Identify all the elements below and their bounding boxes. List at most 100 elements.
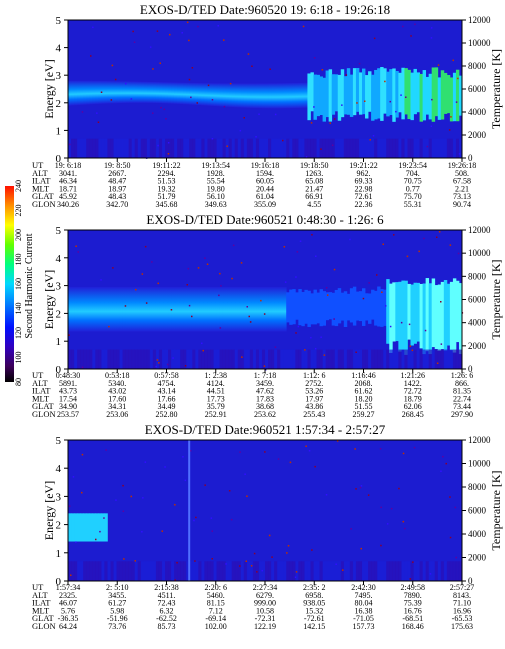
spectrogram-column (286, 561, 290, 581)
spectrogram-column (280, 286, 284, 332)
spectrogram-column (95, 561, 99, 581)
spectrogram-column (92, 349, 96, 369)
colorbar-tick-label: 140 (14, 303, 23, 315)
noise-pixel (296, 251, 299, 253)
spectrogram-column (374, 138, 378, 158)
spectrogram-column (377, 68, 381, 119)
ephemeris-cell: 355.09 (254, 200, 276, 209)
spectrogram-column (304, 289, 308, 324)
spectrogram-column (258, 561, 263, 581)
spectrogram-column (98, 561, 102, 581)
spectrogram-column (231, 349, 236, 369)
spectrogram-column (122, 349, 126, 369)
spectrogram-column (410, 349, 414, 369)
spectrogram-column (201, 286, 205, 332)
spectrogram-column (216, 83, 220, 107)
noise-pixel (398, 487, 400, 490)
spectrogram-column (146, 81, 151, 103)
spectrogram-column (380, 349, 384, 369)
spectrogram-column (228, 83, 233, 107)
noise-pixel (440, 301, 442, 303)
spectrogram-column (271, 561, 275, 581)
colorbar-ticks: 80 100 120 140 160 180 200 220 240 (14, 180, 23, 386)
spectrogram-column (343, 561, 348, 581)
ephemeris-cell: 73.76 (108, 622, 126, 631)
ephemeris-cell: 66.91 (305, 192, 323, 201)
spectrogram-column (404, 68, 408, 115)
spectrogram-column (189, 349, 193, 369)
spectrogram-column (352, 561, 357, 581)
noise-pixel (380, 506, 382, 509)
ephemeris-cell: 1:16:46 (351, 371, 375, 380)
noise-pixel (207, 84, 210, 87)
spectrogram-column (458, 75, 463, 116)
ephemeris-cell: 349.63 (205, 200, 227, 209)
noise-pixel (359, 486, 362, 489)
spectrogram-column (192, 349, 196, 369)
spectrogram-column (107, 561, 111, 581)
y-tick-label: 0 (56, 153, 62, 165)
spectrogram-column (234, 286, 239, 332)
ephemeris-cell: 17.83 (256, 394, 274, 403)
spectrogram-column (304, 561, 308, 581)
ephemeris-cell: 22.98 (355, 184, 373, 193)
spectrogram-column (343, 291, 348, 328)
ephemeris-cell: 51.79 (158, 192, 176, 201)
spectrogram-column (216, 286, 220, 332)
noise-pixel (188, 304, 191, 307)
spectrogram-column (231, 561, 236, 581)
ephemeris-cell: 268.45 (402, 410, 424, 419)
spectrogram-column (361, 349, 366, 369)
spectrogram-background (68, 440, 462, 581)
spectrogram-column (271, 286, 275, 332)
spectrogram-column (440, 138, 445, 158)
noise-pixel (314, 465, 316, 468)
noise-pixel (274, 346, 277, 348)
spectrogram-column (325, 292, 330, 321)
noise-pixel (355, 351, 357, 353)
spectrogram-column (277, 286, 281, 332)
spectrogram-column (210, 561, 214, 581)
spectrogram-column (95, 286, 99, 332)
y2-axis-label: Temperature [K] (489, 49, 503, 129)
noise-pixel (226, 145, 228, 147)
spectrogram-column (310, 72, 314, 112)
ephemeris-cell: 47.62 (256, 387, 274, 396)
spectrogram-column (386, 561, 390, 581)
noise-pixel (92, 26, 94, 29)
noise-pixel (400, 321, 403, 324)
spectrogram-column (240, 138, 245, 158)
spectrogram-column (71, 349, 75, 369)
ephemeris-cell: 175.63 (451, 622, 473, 631)
spectrogram-column (331, 138, 336, 158)
ephemeris-cell: 61.04 (256, 192, 274, 201)
noise-pixel (130, 98, 133, 100)
noise-pixel (169, 33, 171, 36)
spectrogram-column (158, 561, 163, 581)
spectrogram-column (292, 561, 296, 581)
spectrogram-column (434, 67, 439, 117)
ephemeris-row-label: GLON (32, 621, 56, 631)
noise-pixel (333, 268, 336, 271)
spectrogram-column (155, 82, 160, 104)
noise-pixel (246, 495, 248, 497)
noise-pixel (141, 273, 144, 275)
spectrogram-column (268, 561, 272, 581)
spectrogram-column (380, 67, 384, 121)
spectrogram-column (419, 561, 423, 581)
y-tick-label: 0 (56, 364, 62, 376)
noise-pixel (211, 99, 214, 101)
spectrogram-column (77, 286, 81, 332)
spectrogram-column (292, 349, 296, 369)
noise-pixel (297, 325, 300, 328)
noise-pixel (144, 245, 147, 248)
noise-pixel (210, 517, 213, 519)
spectrogram-column (155, 349, 160, 369)
spectrogram-column (168, 82, 172, 104)
noise-pixel (408, 323, 411, 326)
spectrogram-column (389, 349, 393, 369)
y2-tick-label: 2000 (468, 341, 487, 351)
spectrogram-column (161, 349, 166, 369)
spectrogram-column (198, 138, 202, 158)
spectrogram-column (216, 138, 220, 158)
